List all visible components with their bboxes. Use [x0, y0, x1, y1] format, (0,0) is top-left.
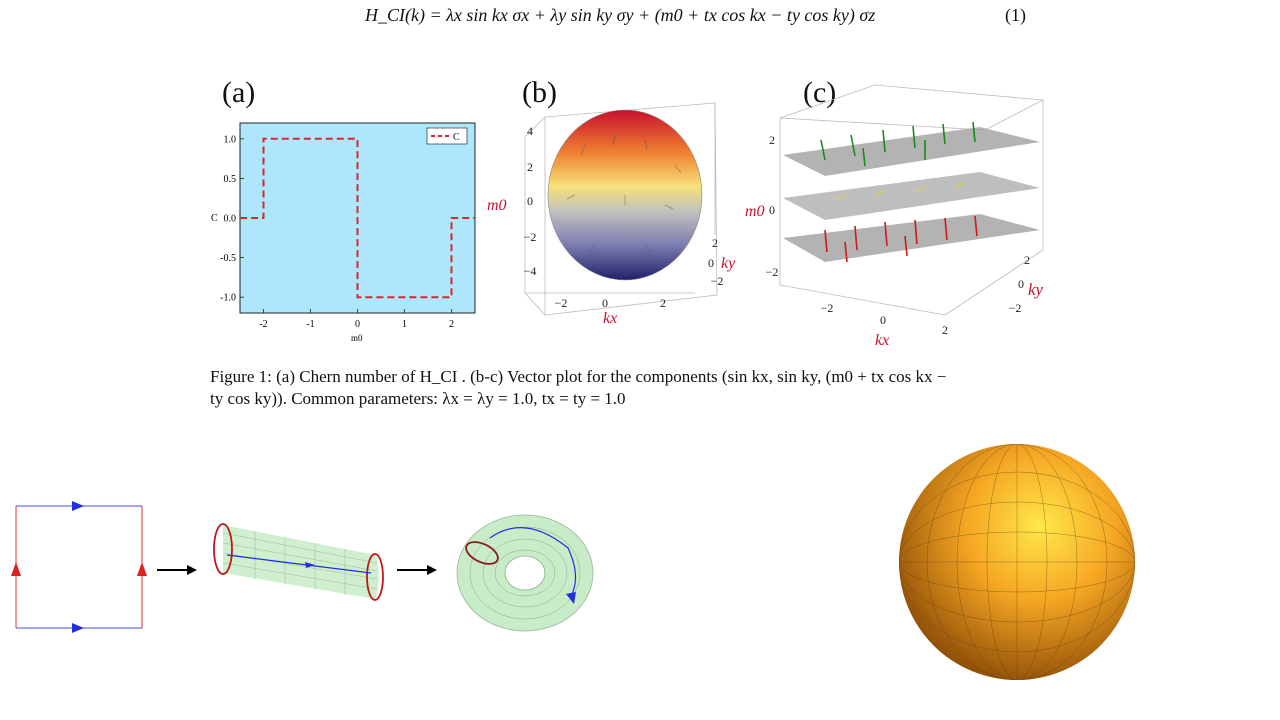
cylinder-left-rim — [213, 523, 233, 575]
vector-plot-b: 4 2 0 −2 −4 m0 −2 0 2 kx 2 0 −2 ky — [487, 102, 736, 327]
tick-label: 4 — [527, 124, 533, 138]
x-tick-label: -2 — [259, 319, 267, 330]
panel-label-b: (b) — [522, 76, 557, 109]
bounding-box — [524, 102, 718, 316]
x-axis-label: m0 — [351, 333, 363, 343]
caption-line-2: ty cos ky)). Common parameters: λx = λy … — [210, 389, 626, 408]
chern-series-line — [240, 137, 475, 299]
plane-bottom — [783, 214, 1040, 262]
x-tick-label: -1 — [306, 319, 314, 330]
tick-label: −2 — [524, 230, 537, 244]
cylinder-diagram — [213, 523, 384, 601]
caption-line-1: Figure 1: (a) Chern number of H_CI . (b-… — [210, 367, 947, 386]
sphere-diagram — [899, 444, 1135, 680]
z-axis-label: m0 — [487, 197, 507, 214]
torus-diagram — [456, 514, 594, 632]
equation-number: (1) — [1005, 5, 1026, 25]
y-tick-label: 0.5 — [224, 174, 237, 185]
tick-label: 2 — [660, 296, 666, 310]
tick-label: 0 — [1018, 277, 1024, 291]
tick-label: 2 — [769, 133, 775, 147]
tick-label: 2 — [527, 160, 533, 174]
y-tick-label: -0.5 — [220, 253, 236, 264]
tick-label: 2 — [712, 236, 718, 250]
tick-label: 2 — [1024, 253, 1030, 267]
plane-middle — [783, 172, 1040, 220]
tick-label: −2 — [766, 265, 779, 279]
tick-label: −4 — [524, 264, 537, 278]
figure-caption: Figure 1: (a) Chern number of H_CI . (b-… — [210, 366, 1040, 410]
arrow-top-icon — [72, 501, 84, 511]
y-tick-label: 1.0 — [224, 134, 237, 145]
tick-label: 0 — [527, 194, 533, 208]
tick-label: −2 — [821, 301, 834, 315]
tick-label: 0 — [708, 256, 714, 270]
arrow-left-icon — [11, 562, 21, 576]
cylinder-right-rim — [366, 553, 384, 601]
tick-label: −2 — [711, 274, 724, 288]
x-tick-label: 0 — [355, 319, 360, 330]
tick-label: 0 — [602, 296, 608, 310]
x-tick-label: 1 — [402, 319, 407, 330]
y-tick-label: 0.0 — [224, 214, 237, 225]
vector-plot-c: 20−2 m0 −202 kx 20−2 ky — [745, 84, 1045, 349]
y-axis-label: ky — [721, 255, 736, 272]
y-axis-label: ky — [1028, 280, 1044, 299]
panel-label-a: (a) — [222, 76, 256, 109]
x-axis-label: kx — [603, 310, 617, 327]
seam-arrow-icon — [305, 562, 315, 568]
arrow-right-icon — [157, 565, 197, 575]
plane-top — [783, 127, 1040, 176]
arrow-bottom-icon — [72, 623, 84, 633]
torus-hole — [504, 555, 546, 591]
tick-label: −2 — [555, 296, 568, 310]
torus-meridian — [465, 541, 499, 565]
y-tick-label: -1.0 — [220, 293, 236, 304]
chern-chart: 1.0 0.5 0.0 -0.5 -1.0 -2 -1 0 1 2 C C m0 — [211, 122, 476, 343]
tick-label: −2 — [1009, 301, 1022, 315]
cylinder-seam — [226, 554, 372, 574]
legend-label: C — [453, 132, 460, 143]
arrow-right-icon — [137, 562, 147, 576]
arrow-right-icon — [397, 565, 437, 575]
bounding-box — [779, 84, 1045, 316]
legend: C — [426, 127, 468, 145]
tick-label: 2 — [942, 323, 948, 337]
torus-longitude — [489, 527, 577, 599]
equation: H_CI(k) = λx sin kx σx + λy sin ky σy + … — [365, 5, 876, 25]
panel-label-c: (c) — [803, 76, 837, 109]
y-axis-label: C — [211, 213, 218, 224]
tick-label: 0 — [880, 313, 886, 327]
z-axis-label: m0 — [745, 203, 765, 220]
x-tick-label: 2 — [449, 319, 454, 330]
square-diagram — [11, 501, 147, 633]
longitude-arrow-icon — [566, 592, 576, 604]
x-axis-label: kx — [875, 332, 889, 349]
tick-label: 0 — [769, 203, 775, 217]
